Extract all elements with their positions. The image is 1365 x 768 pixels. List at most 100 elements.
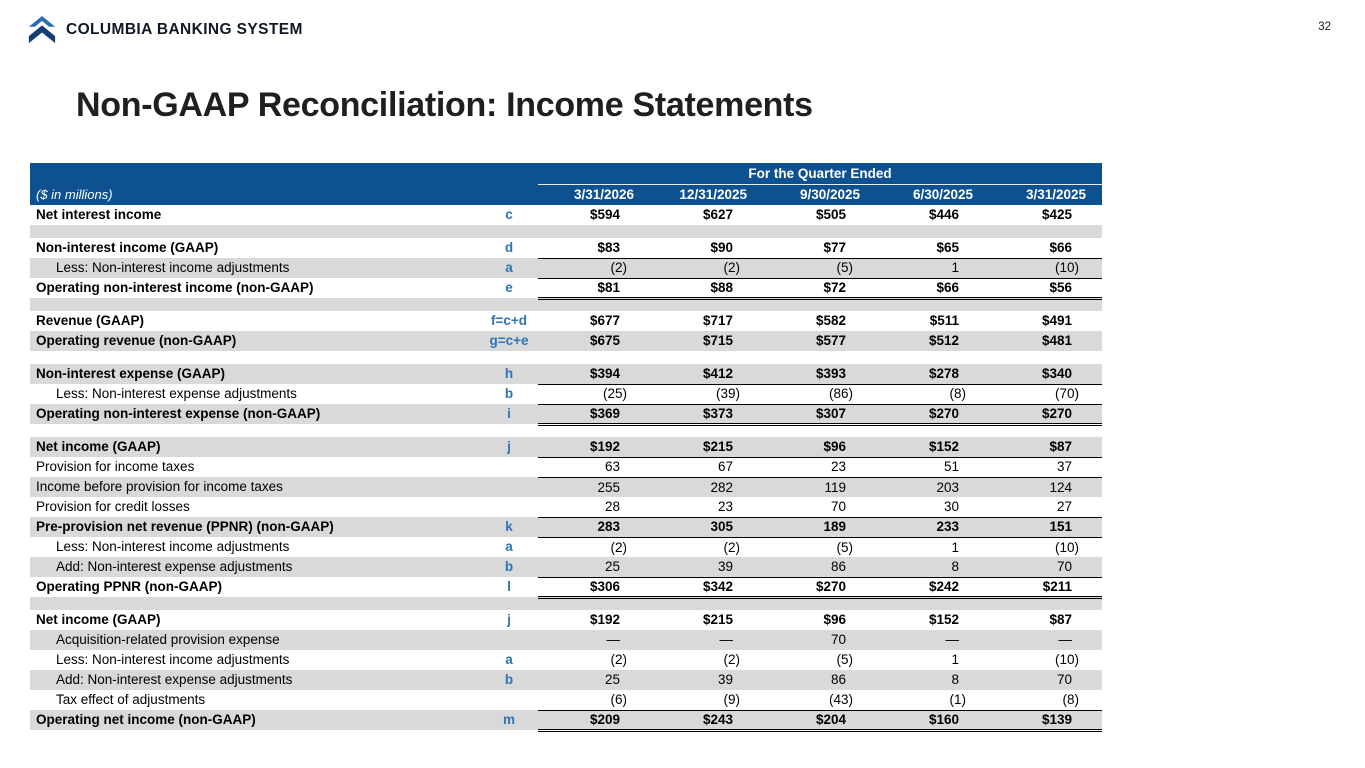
row-value: (8) (876, 383, 989, 404)
row-value: 70 (830, 632, 846, 648)
units-label: ($ in millions) (30, 184, 480, 205)
row-value: 39 (717, 559, 733, 574)
row-label: Acquisition-related provision expense (56, 632, 280, 648)
income-statements-table: For the Quarter Ended ($ in millions) 3/… (30, 163, 1102, 732)
row-value: $152 (928, 439, 959, 454)
row-ref: b (504, 672, 514, 688)
page-number: 32 (1318, 21, 1331, 33)
spacer-row (30, 597, 1102, 610)
spacer-cell (30, 225, 1102, 238)
spacer-row (30, 351, 1102, 364)
row-label: Revenue (GAAP) (36, 313, 145, 329)
row-value: 23 (717, 499, 733, 514)
row-value: 119 (763, 476, 876, 497)
row-value: $192 (589, 612, 620, 628)
row-value: (6) (610, 692, 628, 707)
row-value: 1 (876, 536, 989, 557)
row-value: $425 (1041, 207, 1072, 223)
row-label: Non-interest expense (GAAP) (36, 366, 226, 382)
row-value: (2) (723, 652, 741, 668)
row-value: (5) (763, 257, 876, 278)
row-value: $446 (928, 207, 959, 223)
ref-column-header (480, 184, 538, 205)
spacer-cell (30, 597, 1102, 610)
row-value: (25) (538, 383, 650, 404)
row-value: $594 (589, 207, 620, 223)
row-ref: b (504, 386, 514, 402)
row-value: $83 (597, 240, 620, 255)
row-value: $81 (538, 277, 650, 300)
row-value: $66 (1049, 240, 1072, 255)
row-label: Operating non-interest income (non-GAAP) (36, 280, 314, 296)
table-row: Provision for credit losses 28 23 70 30 27 (30, 497, 1102, 517)
table-row: Operating non-interest expense (non-GAAP… (30, 403, 1102, 426)
row-value: (9) (723, 692, 741, 707)
row-ref: a (505, 539, 513, 555)
row-value: $90 (710, 240, 733, 255)
row-value: (2) (650, 257, 763, 278)
table-row: Add: Non-interest expense adjustments b 25… (30, 670, 1102, 690)
table-header: For the Quarter Ended ($ in millions) 3/… (30, 163, 1102, 205)
table-row: Non-interest expense (GAAP) h $394 $412 $393… (30, 364, 1102, 384)
row-value: (39) (650, 383, 763, 404)
row-value: (5) (763, 536, 876, 557)
row-value: 1 (951, 652, 959, 668)
row-value: $306 (538, 576, 650, 599)
table-row: Less: Non-interest expense adjustments b (… (30, 383, 1102, 404)
row-ref (480, 497, 538, 517)
row-value: 233 (876, 516, 989, 537)
row-label: Less: Non-interest income adjustments (56, 260, 290, 276)
spacer-row (30, 298, 1102, 311)
row-value: $56 (989, 277, 1102, 300)
column-header-date: 9/30/2025 (763, 184, 876, 205)
row-value: (8) (1062, 692, 1080, 707)
row-value: 39 (717, 672, 733, 688)
table-row: Pre-provision net revenue (PPNR) (non-GA… (30, 516, 1102, 537)
row-value: 8 (951, 559, 959, 574)
table-body: Net interest income c $594 $627 $505 $446 $425… (30, 205, 1102, 732)
row-value: 25 (604, 559, 620, 574)
table-row: Less: Non-interest income adjustments a (2… (30, 536, 1102, 557)
row-label: Operating net income (non-GAAP) (36, 712, 256, 728)
spacer-row (30, 424, 1102, 437)
row-value: (10) (1054, 652, 1079, 668)
row-value: $270 (989, 403, 1102, 426)
table-row: Operating revenue (non-GAAP) g=c+e $675 $71… (30, 331, 1102, 351)
header-group-row: For the Quarter Ended (30, 163, 1102, 185)
row-label: Income before provision for income taxes (36, 479, 283, 495)
row-value: 283 (538, 516, 650, 537)
table-row: Less: Non-interest income adjustments a (2… (30, 257, 1102, 278)
row-ref: b (504, 559, 514, 575)
row-value: $715 (702, 333, 733, 349)
page-title: Non-GAAP Reconciliation: Income Statemen… (76, 86, 813, 124)
row-value: 30 (943, 499, 959, 514)
row-value: $209 (538, 709, 650, 732)
row-label: Less: Non-interest income adjustments (56, 539, 290, 555)
row-value: 67 (650, 456, 763, 477)
row-value: $577 (815, 333, 846, 349)
row-value: $65 (936, 240, 959, 255)
row-label: Pre-provision net revenue (PPNR) (non-GA… (36, 519, 334, 535)
row-value: 23 (763, 456, 876, 477)
row-value: $717 (702, 313, 733, 329)
column-header-date: 3/31/2026 (538, 184, 650, 205)
row-ref: i (507, 406, 511, 422)
spacer-cell (30, 298, 1102, 311)
row-ref: a (505, 260, 513, 276)
table-row: Operating non-interest income (non-GAAP)… (30, 277, 1102, 300)
row-value: $96 (823, 612, 846, 628)
table-row: Income before provision for income taxes… (30, 476, 1102, 497)
row-label: Operating revenue (non-GAAP) (36, 333, 237, 349)
row-value: 189 (763, 516, 876, 537)
row-value: (1) (949, 692, 967, 707)
row-ref: e (505, 280, 513, 296)
row-value: $77 (823, 240, 846, 255)
row-value: $512 (928, 333, 959, 349)
row-value: (10) (989, 536, 1102, 557)
row-label: Add: Non-interest expense adjustments (56, 559, 293, 575)
row-value: $87 (1049, 439, 1072, 454)
row-value: 51 (876, 456, 989, 477)
quarter-ended-label: For the Quarter Ended (538, 163, 1102, 185)
table-row: Tax effect of adjustments (6) (9) (43) (1) (8… (30, 690, 1102, 710)
